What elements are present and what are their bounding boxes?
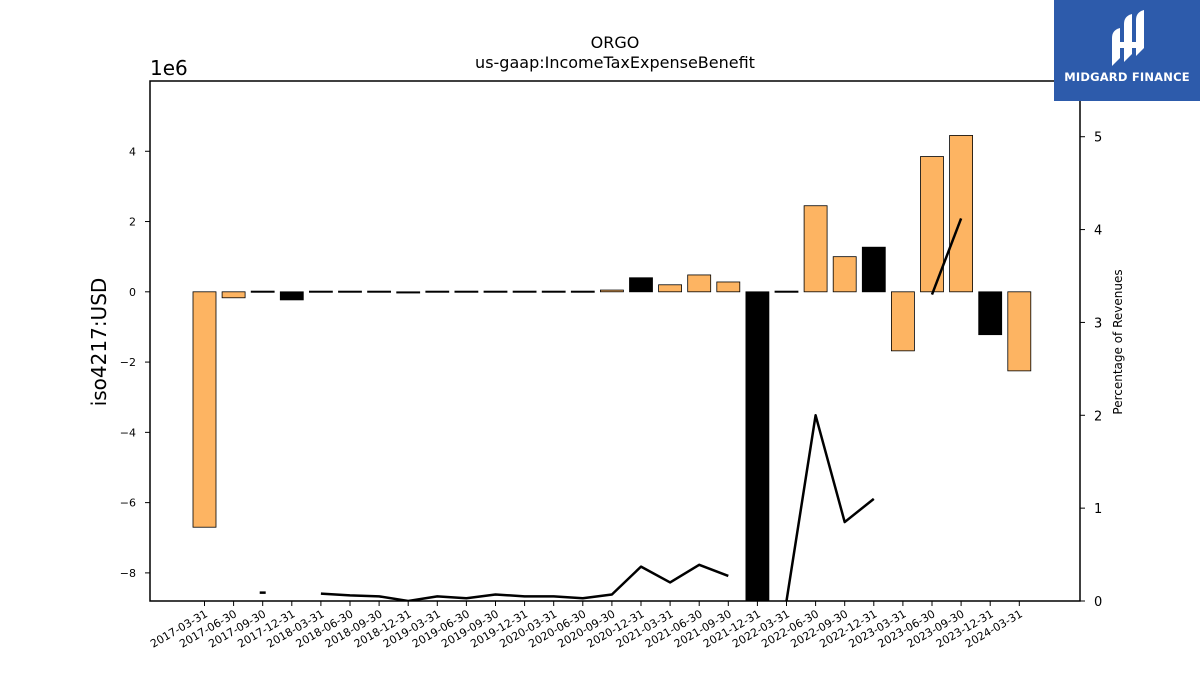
y2-tick-label: 0 (1094, 595, 1102, 610)
y2-axis-label: Percentage of Revenues (1111, 269, 1125, 414)
bar (367, 290, 392, 293)
y-offset-label: 1e6 (150, 56, 188, 80)
bar (687, 274, 712, 293)
bar (949, 135, 973, 293)
bars-layer (192, 135, 1032, 601)
y2-tick-label: 2 (1094, 409, 1102, 424)
bar (483, 290, 508, 293)
bar (279, 291, 304, 301)
percentage-line (930, 217, 963, 296)
y-axis-label: iso4217:USD (87, 278, 111, 407)
bar (658, 284, 682, 293)
bar (1007, 291, 1032, 372)
y-tick-label: −2 (120, 356, 136, 369)
logo-text: MIDGARD FINANCE (1064, 70, 1190, 84)
percentage-line (320, 563, 729, 601)
brand-logo: MIDGARD FINANCE (1054, 0, 1200, 101)
y-tick-label: 0 (129, 286, 136, 299)
bar (570, 290, 595, 293)
bar (425, 290, 450, 293)
y2-tick-label: 4 (1094, 224, 1102, 239)
chart-subtitle: us-gaap:IncomeTaxExpenseBenefit (475, 53, 755, 72)
bar (250, 290, 275, 293)
bar (891, 291, 915, 352)
bar (541, 290, 566, 293)
bar (308, 290, 333, 293)
bar (774, 290, 799, 293)
bar (454, 290, 479, 293)
logo-mark-icon (1112, 10, 1144, 66)
y2-tick-label: 5 (1094, 131, 1102, 146)
bar (629, 277, 653, 293)
y-tick-label: −4 (120, 426, 136, 439)
bar (803, 205, 828, 293)
bar (978, 291, 1003, 336)
y2-tick-label: 1 (1094, 502, 1102, 517)
bar (512, 290, 537, 293)
chart-title: ORGO (591, 33, 640, 52)
bar (192, 291, 217, 528)
bar (338, 290, 362, 293)
y-tick-label: −8 (120, 567, 136, 580)
bar (745, 291, 770, 601)
line-layer (259, 217, 963, 601)
bar (832, 256, 857, 293)
plot-frame (149, 80, 1081, 602)
y-tick-label: 4 (129, 145, 136, 158)
y2-tick-label: 3 (1094, 316, 1102, 331)
bar (600, 289, 624, 293)
y-tick-label: −6 (120, 497, 136, 510)
bar (861, 246, 886, 293)
bar (221, 291, 246, 299)
bar (716, 281, 741, 293)
y-tick-label: 2 (129, 216, 136, 229)
percentage-line (785, 414, 875, 601)
bar (396, 291, 421, 294)
